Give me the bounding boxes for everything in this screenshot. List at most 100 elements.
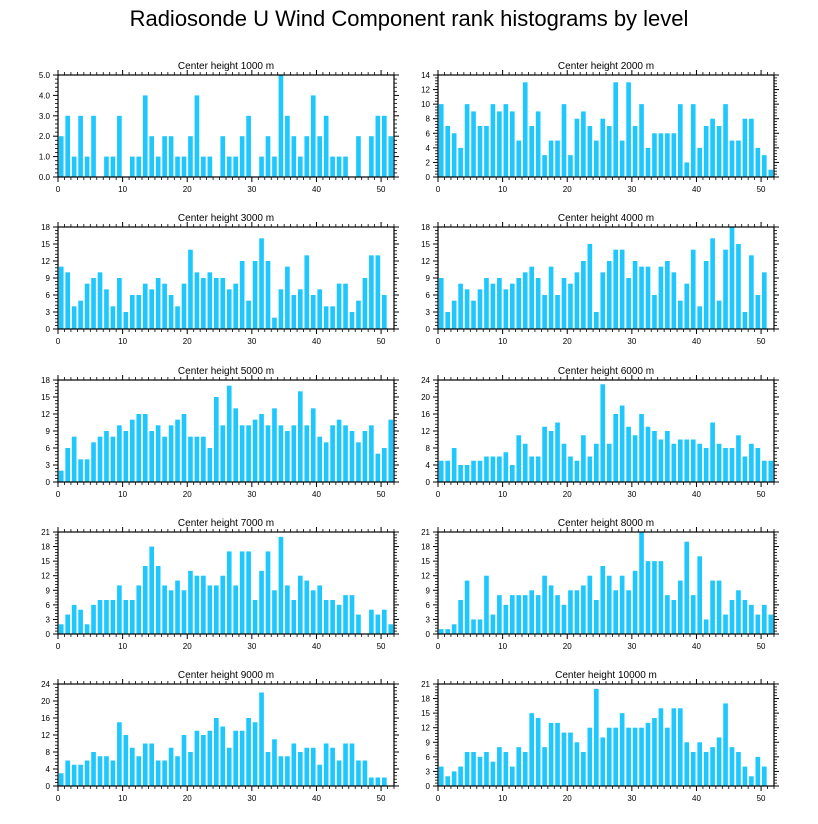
histogram-bar xyxy=(497,111,502,177)
x-tick-label: 0 xyxy=(436,794,441,803)
y-tick-label: 12 xyxy=(421,86,430,95)
histogram-bar xyxy=(542,155,547,177)
histogram-bar xyxy=(117,116,122,177)
histogram-bar xyxy=(626,82,631,177)
y-tick-label: 0 xyxy=(46,325,51,334)
x-tick-label: 10 xyxy=(118,490,127,499)
histogram-bar xyxy=(704,619,709,634)
histogram-bar xyxy=(143,566,148,634)
y-tick-label: 12 xyxy=(421,724,430,733)
histogram-bar xyxy=(124,735,129,786)
histogram-bar xyxy=(730,227,735,329)
y-tick-label: 1.0 xyxy=(39,153,51,162)
histogram-bar xyxy=(452,624,457,634)
x-tick-label: 50 xyxy=(377,185,386,194)
histogram-bar xyxy=(529,590,534,634)
histogram-bar xyxy=(516,141,521,177)
histogram-bar xyxy=(762,767,767,786)
histogram-bar xyxy=(626,590,631,634)
histogram-bar xyxy=(124,312,129,329)
histogram-bar xyxy=(697,444,702,482)
histogram-bar xyxy=(723,250,728,329)
histogram-bar xyxy=(768,170,773,177)
histogram-bar xyxy=(59,471,64,482)
histogram-bar xyxy=(175,306,180,329)
x-tick-label: 40 xyxy=(692,794,701,803)
histogram-bar xyxy=(588,728,593,786)
histogram-bar xyxy=(279,289,284,329)
histogram-bar xyxy=(324,744,329,787)
chart-panel-3: Center height 3000 m03691215180 10 20 30 40 5… xyxy=(41,213,399,346)
histogram-bar xyxy=(723,703,728,786)
histogram-bar xyxy=(337,420,342,482)
histogram-bar xyxy=(536,595,541,634)
histogram-bar xyxy=(136,414,141,482)
x-tick-label: 40 xyxy=(692,642,701,651)
histogram-bar xyxy=(723,448,728,482)
histogram-bar xyxy=(369,425,374,482)
histogram-bar xyxy=(756,448,761,482)
histogram-bar xyxy=(304,581,309,634)
histogram-bar xyxy=(510,284,515,329)
histogram-bar xyxy=(562,733,567,786)
histogram-bar xyxy=(317,437,322,482)
histogram-bar xyxy=(149,431,154,482)
histogram-bar xyxy=(730,747,735,786)
x-tick-label: 30 xyxy=(627,185,636,194)
histogram-bar xyxy=(376,615,381,634)
histogram-bar xyxy=(311,590,316,634)
x-tick-label: 50 xyxy=(757,642,766,651)
histogram-bar xyxy=(91,278,96,329)
histogram-bar xyxy=(376,116,381,177)
chart-title: Center height 2000 m xyxy=(558,61,654,72)
histogram-bar xyxy=(730,448,735,482)
histogram-bar xyxy=(285,267,290,329)
histogram-bar xyxy=(639,532,644,634)
histogram-bar xyxy=(491,284,496,329)
histogram-bar xyxy=(743,119,748,177)
histogram-bar xyxy=(350,431,355,482)
histogram-bar xyxy=(272,408,277,482)
histogram-bar xyxy=(743,312,748,329)
chart-title: Center height 1000 m xyxy=(178,61,274,72)
histogram-bar xyxy=(292,744,297,787)
histogram-bar xyxy=(246,301,251,329)
histogram-bar xyxy=(298,289,303,329)
histogram-bar xyxy=(491,104,496,177)
histogram-bar xyxy=(111,761,116,787)
y-tick-label: 15 xyxy=(421,557,430,566)
x-tick-label: 0 xyxy=(56,490,61,499)
histogram-bar xyxy=(130,600,135,634)
histogram-bar xyxy=(175,581,180,634)
histogram-bar xyxy=(672,133,677,177)
histogram-bar xyxy=(665,261,670,329)
x-tick-label: 0 xyxy=(436,490,441,499)
histogram-bar xyxy=(311,295,316,329)
histogram-bar xyxy=(465,289,470,329)
histogram-bar xyxy=(717,126,722,177)
histogram-bar xyxy=(65,272,70,329)
histogram-bar xyxy=(678,440,683,483)
histogram-bar xyxy=(562,104,567,177)
histogram-bar xyxy=(240,136,245,177)
histogram-bar xyxy=(523,595,528,634)
y-tick-label: 9 xyxy=(426,274,431,283)
histogram-bar xyxy=(298,752,303,786)
histogram-bar xyxy=(136,585,141,634)
histogram-bar xyxy=(439,767,444,786)
histogram-bar xyxy=(710,423,715,483)
x-tick-label: 30 xyxy=(627,794,636,803)
histogram-bar xyxy=(246,425,251,482)
histogram-bar xyxy=(471,752,476,786)
x-tick-label: 10 xyxy=(118,337,127,346)
histogram-bar xyxy=(491,615,496,634)
y-tick-label: 21 xyxy=(421,528,430,537)
histogram-bar xyxy=(130,420,135,482)
histogram-bar xyxy=(659,133,664,177)
histogram-bar xyxy=(555,723,560,786)
histogram-bar xyxy=(633,435,638,482)
histogram-bar xyxy=(678,301,683,329)
x-tick-label: 50 xyxy=(377,490,386,499)
histogram-bar xyxy=(581,585,586,634)
x-tick-label: 0 xyxy=(56,642,61,651)
